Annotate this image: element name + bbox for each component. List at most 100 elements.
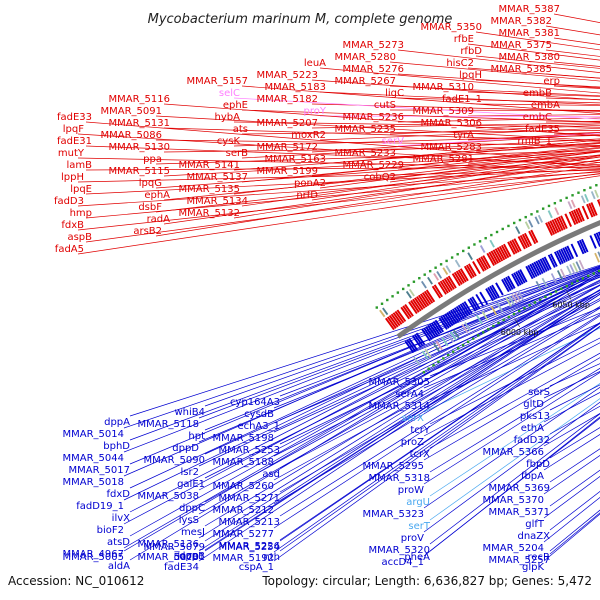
feature-stripe xyxy=(566,265,573,276)
gene-label: mutY xyxy=(58,148,85,159)
gene-label: proV xyxy=(401,533,424,544)
connector-line xyxy=(123,272,600,549)
track-dot xyxy=(528,304,531,307)
connector-line xyxy=(397,132,600,147)
connector-line xyxy=(163,151,600,177)
gene-label: proW xyxy=(398,485,424,496)
connector-line xyxy=(273,284,600,433)
gene-label: MMAR_5280 xyxy=(335,52,397,63)
accession-label: Accession: NC_010612 xyxy=(8,574,144,588)
connector-line xyxy=(77,173,600,231)
reverse-gene xyxy=(505,276,514,290)
gene-label: tcrX xyxy=(410,449,431,460)
forward-gene xyxy=(486,252,495,266)
gene-label: MMAR_5131 xyxy=(109,118,171,129)
connector-line xyxy=(279,298,600,469)
gene-label: MMAR_5381 xyxy=(499,28,561,39)
gene-label: lpqF xyxy=(63,124,84,135)
gene-label: MMAR_5132 xyxy=(179,208,241,219)
gene-label: MMAR_5320 xyxy=(369,545,431,556)
connector-line xyxy=(279,322,600,541)
reverse-gene xyxy=(597,231,600,238)
gene-label: MMAR_5116 xyxy=(109,94,171,105)
reverse-gene xyxy=(511,273,520,287)
gene-label: proZ xyxy=(401,437,424,448)
gene-label: cyp164A3 xyxy=(230,397,280,408)
reverse-gene xyxy=(549,253,558,267)
track-dot xyxy=(451,350,455,353)
reverse-gene xyxy=(461,302,471,316)
forward-gene xyxy=(547,221,556,235)
connector-line xyxy=(423,401,600,533)
gene-label: MMAR_5044 xyxy=(63,453,125,464)
forward-gene xyxy=(468,263,477,277)
forward-gene xyxy=(530,229,539,244)
reverse-gene xyxy=(541,257,550,271)
connector-line xyxy=(241,146,600,183)
gene-label: selC xyxy=(219,88,240,99)
connector-line xyxy=(429,337,600,425)
gene-label: fadD19_1 xyxy=(76,501,124,512)
reverse-gene xyxy=(570,243,579,258)
track-dot xyxy=(507,224,510,228)
feature-stripe xyxy=(517,290,524,301)
track-dot xyxy=(577,191,580,194)
forward-gene xyxy=(507,241,516,255)
connector-line xyxy=(204,293,600,551)
reverse-gene xyxy=(444,313,454,327)
feature-stripe xyxy=(489,239,495,248)
reverse-gene xyxy=(446,312,456,325)
tick-mark xyxy=(514,318,520,328)
connector-line xyxy=(279,322,600,542)
reverse-gene xyxy=(432,321,443,334)
feature-stripe xyxy=(511,293,518,304)
forward-gene xyxy=(402,305,412,319)
feature-stripe xyxy=(515,226,521,235)
forward-gene xyxy=(443,278,453,291)
gene-label: argU xyxy=(406,497,430,508)
forward-gene xyxy=(439,280,449,294)
reverse-gene xyxy=(485,288,494,302)
reverse-gene xyxy=(423,327,433,341)
tick-label: 6000 kbp xyxy=(501,328,539,337)
gene-label: MMAR_5283 xyxy=(421,142,483,153)
connector-line xyxy=(429,367,600,473)
reverse-gene xyxy=(491,284,500,298)
reverse-gene xyxy=(457,304,467,318)
gene-connector-lines xyxy=(77,13,600,562)
gene-label: gltD xyxy=(523,399,544,410)
reverse-gene xyxy=(595,232,600,244)
forward-gene xyxy=(447,275,457,289)
track-dot xyxy=(396,291,400,294)
connector-line xyxy=(204,289,600,527)
gene-label: ppa xyxy=(143,154,162,165)
gene-label: ats xyxy=(233,124,248,135)
reverse-gene xyxy=(495,282,504,296)
connector-line xyxy=(389,85,600,97)
feature-stripe xyxy=(481,311,489,321)
connector-line xyxy=(279,306,600,493)
gene-label: MMAR_5226 xyxy=(219,541,281,552)
gene-label: MMAR_5235 xyxy=(335,124,397,135)
gene-label: MMAR_5213 xyxy=(219,517,281,528)
feature-stripe xyxy=(382,307,389,316)
gene-label: MMAR_5323 xyxy=(363,509,425,520)
connector-line xyxy=(85,173,600,243)
connector-line xyxy=(241,138,600,159)
reverse-gene xyxy=(560,248,568,262)
gene-label: serV xyxy=(382,136,404,147)
track-dot xyxy=(456,347,460,350)
feature-stripe xyxy=(433,272,440,281)
reverse-gene xyxy=(438,317,448,330)
track-dot xyxy=(476,334,480,337)
track-dot xyxy=(447,353,450,357)
feature-stripe xyxy=(580,195,586,204)
connector-line xyxy=(198,285,600,515)
reverse-gene xyxy=(442,314,452,328)
feature-stripe xyxy=(584,193,589,202)
forward-gene xyxy=(588,202,596,217)
gene-label: MMAR_5295 xyxy=(363,461,425,472)
feature-stripe xyxy=(575,261,582,272)
forward-gene xyxy=(416,296,426,309)
forward-gene xyxy=(555,217,564,231)
